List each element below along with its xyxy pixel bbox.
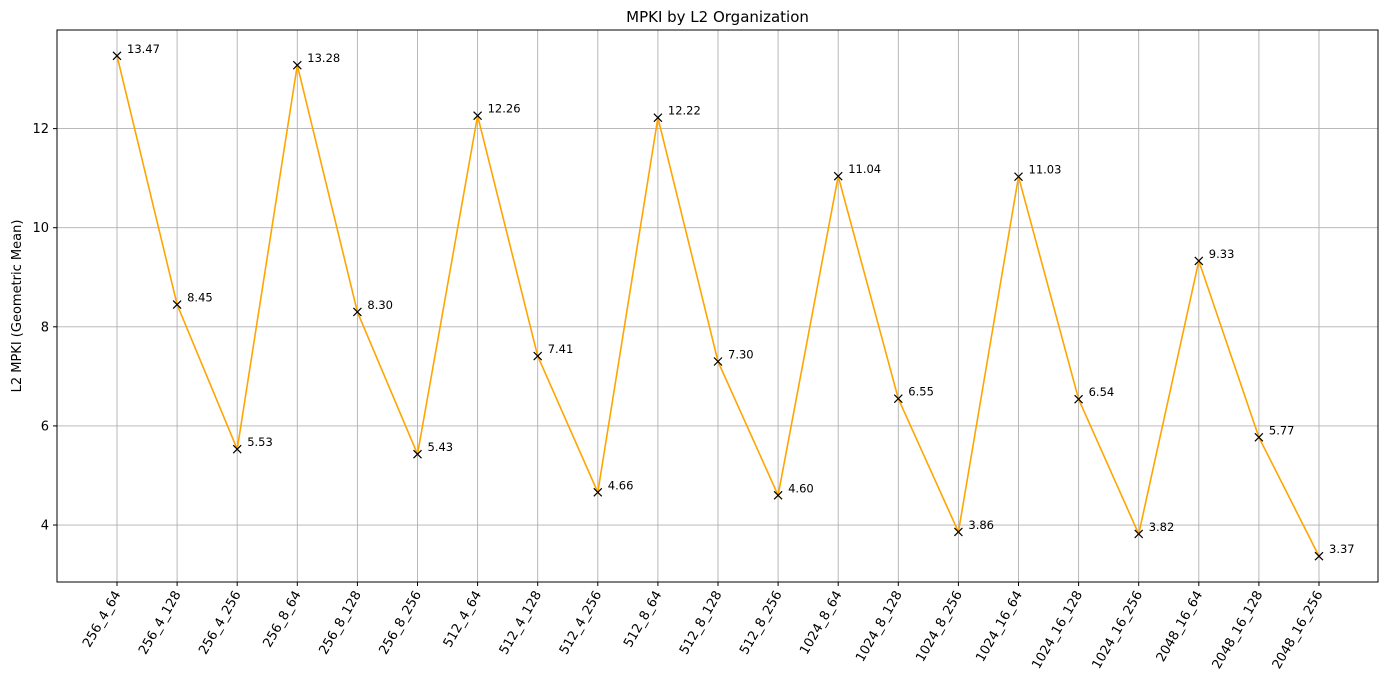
- data-point-marker: [232, 444, 242, 454]
- series: 13.47 8.45 5.53 13.28 8.30 5.43 12.26 7.41 4.66 1…: [112, 42, 1355, 561]
- plot-frame: [56, 29, 1379, 583]
- data-label: 13.47: [127, 42, 160, 56]
- y-tick-label: 8: [41, 320, 49, 335]
- data-point-marker: [1314, 551, 1324, 561]
- x-tick-label: 512_4_64: [441, 589, 485, 651]
- y-axis-label: L2 MPKI (Geometric Mean): [10, 220, 25, 393]
- x-tick-label: 512_4_128: [497, 589, 545, 658]
- data-point-marker: [833, 171, 843, 181]
- data-label: 11.03: [1029, 163, 1062, 177]
- y-tick-label: 12: [32, 122, 49, 137]
- data-label: 5.43: [428, 440, 454, 454]
- data-point-marker: [112, 51, 122, 61]
- data-point-marker: [773, 490, 783, 500]
- data-label: 13.28: [307, 51, 340, 65]
- data-point-marker: [893, 394, 903, 404]
- x-tick-label: 1024_16_256: [1089, 589, 1146, 672]
- x-tick-label: 512_4_256: [557, 589, 605, 658]
- x-tick-label: 2048_16_64: [1154, 589, 1207, 665]
- data-point-marker: [653, 113, 663, 123]
- data-label: 4.66: [608, 478, 634, 492]
- x-tick-label: 256_4_256: [196, 589, 244, 658]
- x-tick-label: 1024_16_64: [973, 589, 1026, 665]
- data-label: 4.60: [788, 481, 814, 495]
- data-label: 5.77: [1269, 423, 1295, 437]
- data-label: 9.33: [1209, 247, 1235, 261]
- x-tick-label: 256_8_64: [260, 589, 304, 651]
- data-point-marker: [953, 527, 963, 537]
- data-label: 12.22: [668, 104, 701, 118]
- data-label: 8.30: [367, 298, 393, 312]
- x-tick-label: 512_8_64: [621, 589, 665, 651]
- x-tick-label: 1024_8_128: [853, 589, 906, 665]
- data-point-marker: [713, 357, 723, 366]
- data-label: 7.30: [728, 347, 754, 361]
- data-point-marker: [352, 307, 362, 317]
- data-point-marker: [172, 300, 182, 309]
- x-tick-label: 2048_16_128: [1210, 589, 1267, 672]
- x-tick-label: 2048_16_256: [1270, 589, 1327, 672]
- data-point-marker: [1254, 432, 1264, 442]
- data-point-marker: [1074, 394, 1084, 404]
- x-tick-label: 256_8_128: [316, 589, 364, 658]
- data-point-marker: [413, 449, 422, 459]
- x-tick-label: 256_4_128: [136, 589, 184, 658]
- data-point-marker: [1134, 529, 1144, 539]
- x-tick-label: 1024_8_64: [797, 589, 845, 658]
- data-label: 6.55: [908, 385, 934, 399]
- data-label: 8.45: [187, 291, 213, 305]
- grid: [57, 30, 1378, 582]
- x-tick-label: 1024_16_128: [1029, 589, 1086, 672]
- data-label: 5.53: [247, 435, 273, 449]
- data-label: 11.04: [848, 162, 881, 176]
- data-point-marker: [473, 111, 483, 121]
- data-point-marker: [292, 60, 302, 70]
- y-tick-label: 10: [32, 221, 49, 236]
- y-tick-label: 6: [41, 419, 49, 434]
- x-tick-label: 256_8_256: [377, 589, 425, 658]
- data-label: 3.86: [968, 518, 994, 532]
- data-label: 12.26: [488, 102, 521, 116]
- data-point-marker: [1194, 256, 1204, 266]
- data-point-marker: [533, 351, 543, 361]
- chart-title: MPKI by L2 Organization: [626, 8, 809, 26]
- data-label: 7.41: [548, 342, 574, 356]
- data-label: 6.54: [1089, 385, 1115, 399]
- x-tick-label: 256_4_64: [80, 589, 124, 651]
- x-tick-label: 512_8_256: [737, 589, 785, 658]
- x-tick-label: 512_8_128: [677, 589, 725, 658]
- data-label: 3.37: [1329, 542, 1355, 556]
- data-point-marker: [1014, 172, 1023, 182]
- x-tick-label: 1024_8_256: [913, 589, 966, 665]
- y-tick-label: 4: [41, 519, 49, 534]
- data-point-marker: [593, 487, 603, 497]
- data-label: 3.82: [1149, 520, 1175, 534]
